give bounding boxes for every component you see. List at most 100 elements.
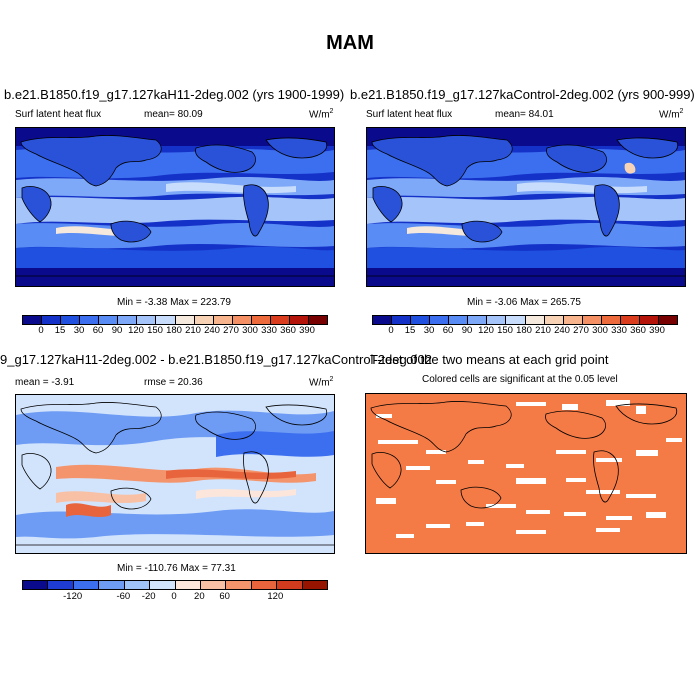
colorbar-swatch [99, 316, 119, 324]
colorbar-tick-label: 300 [592, 325, 608, 336]
colorbar-swatch [251, 316, 271, 324]
colorbar-tick-label: 240 [204, 325, 220, 336]
colorbar-tick-label: 15 [404, 325, 416, 336]
colorbar-swatch [430, 316, 450, 324]
colorbar-tick-label: 270 [223, 325, 239, 336]
colorbar-tl-ticks: 0 15 30 60 90 120 150 180 210 240 270 300 330 360 390 [22, 325, 326, 337]
colorbar-tick-label: 30 [73, 325, 85, 336]
colorbar-swatch [289, 316, 309, 324]
colorbar-swatch [277, 581, 303, 589]
panel-bl-units: W/m2 [309, 376, 334, 389]
colorbar-swatch [639, 316, 659, 324]
panel-tl-case-title: b.e21.B1850.f19_g17.127kaH11-2deg.002 (y… [4, 87, 345, 102]
colorbar-swatch [302, 581, 328, 589]
colorbar-tick-label: 360 [280, 325, 296, 336]
colorbar-swatch [23, 316, 43, 324]
colorbar-swatch [487, 316, 507, 324]
colorbar-tick-label: 60 [92, 325, 104, 336]
colorbar-swatch [449, 316, 469, 324]
colorbar-swatch [563, 316, 583, 324]
colorbar-tick-label: 120 [478, 325, 494, 336]
colorbar-tick-label: 20 [194, 591, 205, 602]
figure-title: MAM [326, 32, 374, 54]
colorbar-swatch [42, 316, 62, 324]
colorbar-swatch [156, 316, 176, 324]
colorbar-swatch [582, 316, 602, 324]
colorbar-tick-label: -120 [63, 591, 83, 602]
panel-tl-variable: Surf latent heat flux [15, 109, 102, 120]
colorbar-tick-label: 60 [219, 591, 230, 602]
panel-bl-mean: mean = -3.91 [15, 377, 75, 388]
map-panel-bl-difference [15, 394, 335, 554]
panel-tr-units: W/m2 [659, 108, 684, 121]
colorbar-swatch [194, 316, 214, 324]
colorbar-tick-label: 15 [54, 325, 66, 336]
colorbar-tick-label: 210 [535, 325, 551, 336]
panel-tl-minmax: Min = -3.38 Max = 223.79 [117, 297, 231, 308]
colorbar-swatch [468, 316, 488, 324]
colorbar-bl-ticks: -120 -60 -20 0 20 60 120 [22, 591, 326, 603]
colorbar-tick-label: 150 [497, 325, 513, 336]
colorbar-tick-label: 150 [147, 325, 163, 336]
panel-tr-case-title: b.e21.B1850.f19_g17.127kaControl-2deg.00… [350, 87, 695, 102]
colorbar-swatch [251, 581, 278, 589]
colorbar-swatch [373, 316, 393, 324]
map-panel-tl [15, 127, 335, 287]
colorbar-swatch [124, 581, 151, 589]
colorbar-tick-label: 60 [442, 325, 454, 336]
colorbar-swatch [411, 316, 431, 324]
panel-tl-mean: mean= 80.09 [144, 109, 203, 120]
colorbar-swatch [118, 316, 138, 324]
panel-br-ttest-title: T-test of the two means at each grid poi… [370, 352, 609, 367]
colorbar-swatch [200, 581, 227, 589]
colorbar-swatch [213, 316, 233, 324]
colorbar-tick-label: 390 [649, 325, 665, 336]
colorbar-swatch [150, 581, 176, 589]
map-panel-tr [366, 127, 686, 287]
colorbar-swatch [80, 316, 100, 324]
colorbar-swatch [23, 581, 49, 589]
colorbar-tick-label: 0 [38, 325, 44, 336]
colorbar-tick-label: 300 [242, 325, 258, 336]
colorbar-tick-label: 330 [261, 325, 277, 336]
colorbar-swatch [137, 316, 157, 324]
panel-bl-minmax: Min = -110.76 Max = 77.31 [117, 563, 236, 574]
colorbar-tick-label: -20 [141, 591, 156, 602]
colorbar-tick-label: 210 [185, 325, 201, 336]
colorbar-tick-label: 360 [630, 325, 646, 336]
colorbar-swatch [175, 316, 195, 324]
colorbar-tick-label: 330 [611, 325, 627, 336]
colorbar-swatch [270, 316, 290, 324]
colorbar-tick-label: 0 [388, 325, 394, 336]
colorbar-tick-label: 120 [128, 325, 144, 336]
colorbar-swatch [61, 316, 81, 324]
colorbar-swatch [226, 581, 252, 589]
colorbar-swatch [525, 316, 545, 324]
colorbar-swatch [73, 581, 100, 589]
panel-tr-variable: Surf latent heat flux [366, 109, 453, 120]
colorbar-tick-label: -60 [116, 591, 131, 602]
colorbar-swatch [506, 316, 526, 324]
panel-br-subtitle: Colored cells are significant at the 0.0… [422, 374, 618, 385]
colorbar-tick-label: 120 [267, 591, 284, 602]
panel-tr-mean: mean= 84.01 [495, 109, 554, 120]
colorbar-swatch [232, 316, 252, 324]
colorbar-tick-label: 240 [554, 325, 570, 336]
colorbar-tick-label: 180 [516, 325, 532, 336]
colorbar-swatch [48, 581, 74, 589]
panel-tl-units: W/m2 [309, 108, 334, 121]
colorbar-tr [372, 315, 678, 325]
colorbar-tr-ticks: 0 15 30 60 90 120 150 180 210 240 270 300 330 360 390 [372, 325, 676, 337]
colorbar-swatch [392, 316, 412, 324]
colorbar-tick-label: 270 [573, 325, 589, 336]
colorbar-swatch [601, 316, 621, 324]
colorbar-tick-label: 90 [111, 325, 123, 336]
colorbar-tick-label: 30 [423, 325, 435, 336]
colorbar-swatch [99, 581, 125, 589]
colorbar-swatch [658, 316, 677, 324]
colorbar-swatch [620, 316, 640, 324]
panel-bl-rmse: rmse = 20.36 [144, 377, 203, 388]
map-panel-br-ttest [365, 393, 687, 554]
panel-bl-diff-title: 9_g17.127kaH11-2deg.002 - b.e21.B1850.f1… [0, 352, 432, 367]
colorbar-tick-label: 0 [171, 591, 177, 602]
